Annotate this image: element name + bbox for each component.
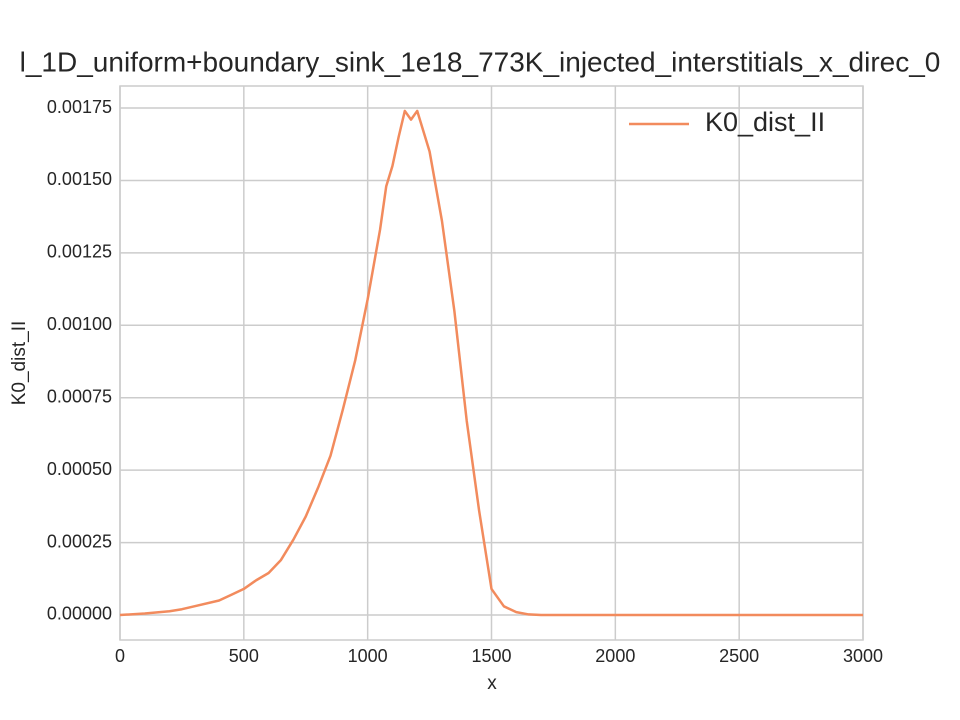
chart-title: l_1D_uniform+boundary_sink_1e18_773K_inj… — [20, 46, 941, 77]
x-tick-label: 0 — [115, 646, 125, 666]
data-line — [119, 109, 863, 617]
y-tick-label: 0.00050 — [47, 459, 112, 479]
x-tick-label: 1000 — [348, 646, 388, 666]
y-tick-label: 0.00025 — [47, 531, 112, 551]
x-tick-label: 1500 — [471, 646, 511, 666]
y-tick-label: 0.00075 — [47, 386, 112, 406]
y-axis-label: K0_dist_II — [9, 321, 30, 406]
legend-label: K0_dist_II — [705, 107, 825, 137]
y-tick-label: 0.00175 — [47, 97, 112, 117]
x-tick-label: 500 — [229, 646, 259, 666]
x-tick-label: 3000 — [843, 646, 883, 666]
plot-frame — [119, 85, 864, 641]
y-tick-label: 0.00125 — [47, 242, 112, 262]
x-axis-label: x — [487, 673, 497, 694]
y-tick-label: 0.00100 — [47, 314, 112, 334]
x-tick-label: 2000 — [595, 646, 635, 666]
x-tick-label: 2500 — [719, 646, 759, 666]
y-tick-label: 0.00000 — [47, 604, 112, 624]
y-tick-label: 0.00150 — [47, 169, 112, 189]
